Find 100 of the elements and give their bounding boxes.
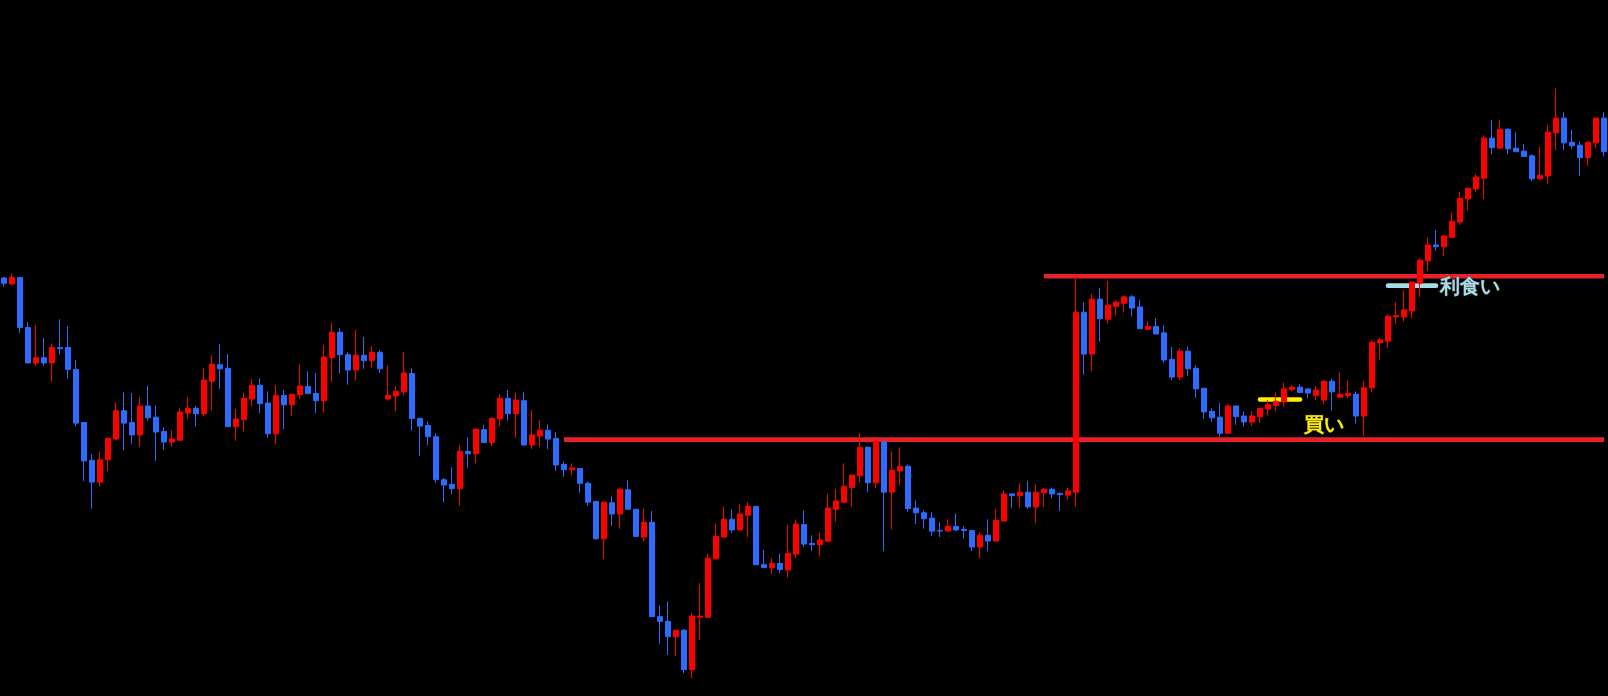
- candlestick: [1425, 237, 1431, 272]
- candlestick: [753, 505, 759, 566]
- candlestick: [977, 531, 983, 559]
- candlestick: [505, 389, 511, 422]
- candlestick: [553, 431, 559, 472]
- candlestick: [353, 329, 359, 381]
- series-label: 買い: [1303, 411, 1344, 436]
- candlestick: [1177, 347, 1183, 381]
- candlestick: [641, 507, 647, 542]
- candlestick: [1017, 482, 1023, 509]
- candlestick: [1113, 299, 1119, 316]
- candlestick: [1433, 229, 1439, 252]
- candlestick: [1009, 492, 1015, 509]
- candlestick: [521, 391, 527, 447]
- candlestick: [993, 508, 999, 543]
- candlestick: [1025, 480, 1031, 510]
- candlestick: [601, 501, 607, 560]
- candlestick: [81, 422, 87, 482]
- candlestick: [1401, 289, 1407, 323]
- candlestick: [393, 385, 399, 412]
- candlestick: [1337, 371, 1343, 399]
- candlestick: [321, 344, 327, 413]
- candlestick: [1321, 379, 1327, 405]
- candlestick: [697, 582, 703, 641]
- candlestick: [745, 501, 751, 538]
- candlestick: [65, 325, 71, 380]
- candlestick: [201, 367, 207, 417]
- candlestick: [833, 488, 839, 523]
- candlestick: [441, 477, 447, 503]
- candlestick: [801, 509, 807, 548]
- candlestick: [913, 499, 919, 525]
- candlestick: [737, 503, 743, 531]
- candlestick: [401, 351, 407, 397]
- candlestick: [369, 345, 375, 369]
- candlestick: [1369, 339, 1375, 393]
- candlestick: [97, 450, 103, 488]
- candlestick: [1161, 324, 1167, 364]
- candlestick: [609, 495, 615, 527]
- candlestick: [177, 407, 183, 441]
- candlestick: [1465, 186, 1471, 211]
- candlestick: [665, 600, 671, 656]
- candlestick: [689, 612, 695, 679]
- candlestick: [713, 522, 719, 560]
- candlestick: [1, 276, 7, 288]
- candlestick: [1121, 295, 1127, 313]
- candlestick: [585, 481, 591, 507]
- candlestick: [785, 524, 791, 579]
- candlestick: [1545, 124, 1551, 185]
- candlestick: [1281, 381, 1287, 408]
- candlestick: [809, 534, 815, 552]
- candlestick: [1201, 387, 1207, 420]
- candlestick: [329, 322, 335, 383]
- candlestick: [1129, 294, 1135, 317]
- candlestick: [41, 337, 47, 367]
- candlestick: [1001, 489, 1007, 523]
- candlestick: [257, 377, 263, 414]
- candlestick: [385, 365, 391, 402]
- candlestick: [1553, 87, 1559, 151]
- candlestick: [289, 393, 295, 417]
- candlestick: [873, 438, 879, 489]
- candlestick: [49, 342, 55, 383]
- candlestick: [1353, 390, 1359, 425]
- candlestick: [769, 557, 775, 575]
- candlestick: [1249, 410, 1255, 427]
- candlestick: [1145, 320, 1151, 331]
- candlestick: [145, 385, 151, 422]
- candlestick: [953, 512, 959, 532]
- candlestick: [889, 450, 895, 530]
- candlestick: [577, 468, 583, 494]
- candlestick: [705, 553, 711, 618]
- candlestick: [857, 432, 863, 483]
- candlestick: [865, 445, 871, 493]
- candlestick: [1105, 280, 1111, 324]
- candlestick: [1265, 399, 1271, 416]
- candlestick: [313, 372, 319, 414]
- candlestick: [1577, 140, 1583, 177]
- candlestick: [961, 525, 967, 540]
- candlestick: [561, 460, 567, 478]
- candlestick: [497, 393, 503, 427]
- candlestick: [1137, 299, 1143, 330]
- candlestick: [1209, 407, 1215, 423]
- candlestick: [225, 353, 231, 428]
- candlestick: [929, 511, 935, 537]
- candlestick: [841, 462, 847, 503]
- candlestick: [529, 409, 535, 450]
- candlestick: [1073, 275, 1079, 507]
- candlestick: [233, 408, 239, 442]
- candlestick: [1241, 410, 1247, 428]
- candlestick: [433, 432, 439, 484]
- candlestick: [1057, 492, 1063, 512]
- candlestick: [985, 518, 991, 552]
- candlestick: [881, 439, 887, 552]
- candlestick: [297, 363, 303, 400]
- candlestick: [265, 390, 271, 439]
- candlestick: [1097, 287, 1103, 343]
- candlestick: [1585, 140, 1591, 167]
- candlestick: [729, 508, 735, 534]
- candlestick: [241, 391, 247, 432]
- candlestick: [481, 424, 487, 444]
- candlestick: [1169, 346, 1175, 381]
